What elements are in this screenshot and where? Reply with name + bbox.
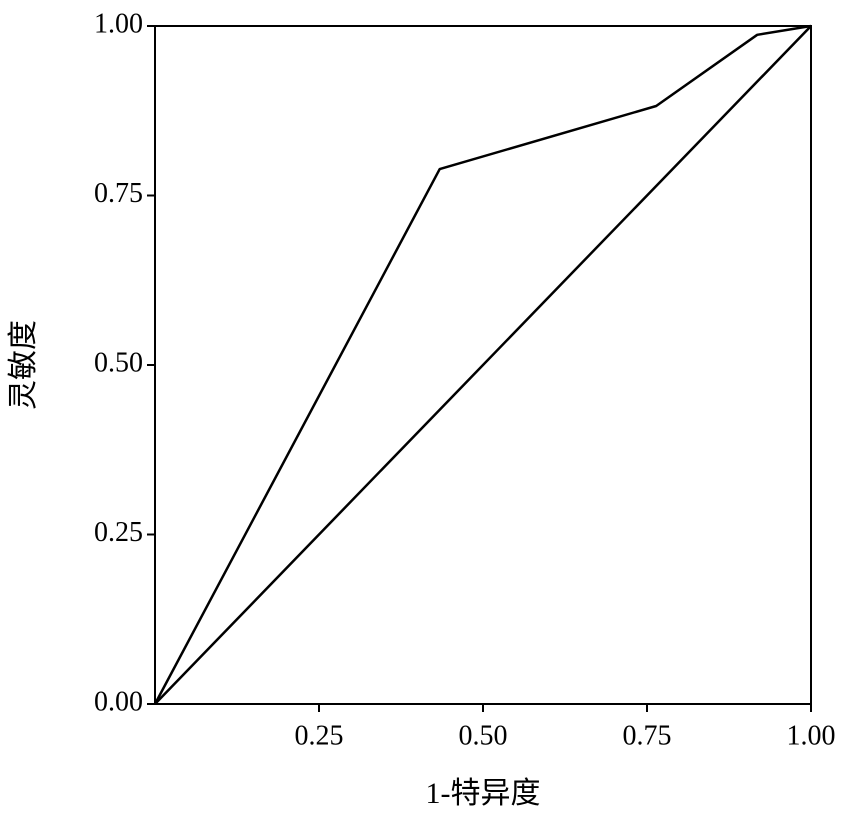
x-axis-label: 1-特异度	[426, 777, 541, 810]
x-tick-label: 0.50	[459, 720, 508, 751]
x-tick-label: 0.25	[295, 720, 344, 751]
x-tick-label: 0.75	[623, 720, 672, 751]
x-tick-label: 1.00	[787, 720, 836, 751]
y-tick-label: 0.50	[94, 347, 143, 378]
y-tick-label: 0.25	[94, 517, 143, 548]
y-tick-label: 0.75	[94, 178, 143, 209]
line	[154, 25, 812, 705]
y-tick-label: 1.00	[94, 8, 143, 39]
y-tick-label: 0.00	[94, 686, 143, 717]
line	[153, 24, 812, 705]
y-axis-label: 灵敏度	[7, 320, 40, 410]
